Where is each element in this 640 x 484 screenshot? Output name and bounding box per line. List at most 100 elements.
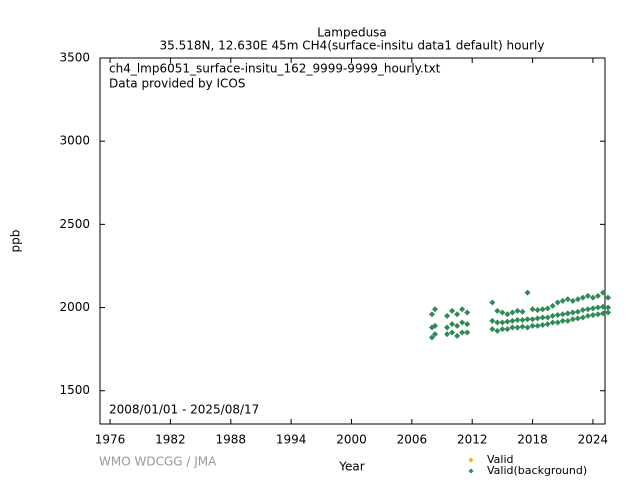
legend-label: Valid <box>487 453 514 466</box>
annotation: Data provided by ICOS <box>109 77 245 91</box>
data-point <box>489 299 496 306</box>
data-point <box>509 309 516 316</box>
data-point <box>574 315 581 322</box>
data-point <box>574 296 581 303</box>
data-point <box>454 311 461 318</box>
data-point <box>509 324 516 331</box>
data-point <box>499 319 506 326</box>
y-tick-label: 3500 <box>59 51 90 65</box>
legend-marker <box>468 457 474 463</box>
y-tick-label: 3000 <box>59 134 90 148</box>
data-point <box>504 326 511 333</box>
data-point <box>599 303 606 310</box>
data-point <box>529 306 536 313</box>
x-tick-label: 2018 <box>517 433 548 447</box>
y-tick-label: 2000 <box>59 300 90 314</box>
data-point <box>549 319 556 326</box>
data-point <box>559 311 566 318</box>
data-point <box>444 312 451 319</box>
data-point <box>529 316 536 323</box>
data-point <box>459 319 466 326</box>
data-point <box>564 296 571 303</box>
data-point <box>579 294 586 301</box>
data-point <box>589 305 596 312</box>
data-point <box>584 292 591 299</box>
x-tick-label: 2012 <box>457 433 488 447</box>
data-point <box>464 329 471 336</box>
data-point <box>534 322 541 329</box>
data-point <box>589 294 596 301</box>
data-point <box>549 302 556 309</box>
data-point <box>589 312 596 319</box>
plot-frame <box>99 57 606 425</box>
credit: WMO WDCGG / JMA <box>99 455 217 469</box>
data-point <box>554 312 561 319</box>
data-point <box>514 307 521 314</box>
data-point <box>428 311 435 318</box>
data-point <box>594 311 601 318</box>
data-point <box>489 317 496 324</box>
data-point <box>569 316 576 323</box>
data-point <box>454 332 461 339</box>
data-point <box>605 294 612 301</box>
data-point <box>554 319 561 326</box>
data-point <box>534 315 541 322</box>
data-point <box>544 305 551 312</box>
x-tick-label: 2000 <box>336 433 367 447</box>
data-point <box>594 304 601 311</box>
data-point <box>509 317 516 324</box>
data-point <box>534 307 541 314</box>
y-tick-label: 2500 <box>59 217 90 231</box>
annotation: 2008/01/01 - 2025/08/17 <box>109 403 259 417</box>
y-tick-label: 1500 <box>59 383 90 397</box>
data-point <box>514 324 521 331</box>
data-point <box>519 323 526 330</box>
data-point <box>584 312 591 319</box>
data-point <box>584 306 591 313</box>
data-point <box>489 326 496 333</box>
data-point <box>499 309 506 316</box>
data-point <box>499 326 506 333</box>
data-point <box>444 331 451 338</box>
data-point <box>519 308 526 315</box>
chart-title: Lampedusa <box>317 26 387 40</box>
data-point <box>599 289 606 296</box>
x-axis-label: Year <box>338 460 364 474</box>
data-point <box>539 322 546 329</box>
data-point <box>524 324 531 331</box>
x-tick-label: 1994 <box>276 433 307 447</box>
data-point <box>539 314 546 321</box>
data-point <box>431 331 438 338</box>
data-point <box>559 297 566 304</box>
data-point <box>519 317 526 324</box>
data-point <box>529 322 536 329</box>
data-point <box>504 318 511 325</box>
data-point <box>449 307 456 314</box>
annotation: ch4_lmp6051_surface-insitu_162_9999-9999… <box>109 62 441 76</box>
legend-label: Valid(background) <box>487 464 587 477</box>
data-point <box>494 319 501 326</box>
x-tick-label: 1976 <box>95 433 126 447</box>
data-point <box>524 316 531 323</box>
data-point <box>459 329 466 336</box>
data-point <box>539 306 546 313</box>
chart-subtitle: 35.518N, 12.630E 45m CH4(surface-insitu … <box>160 39 545 53</box>
data-point <box>559 317 566 324</box>
data-point <box>449 329 456 336</box>
data-point <box>459 306 466 313</box>
data-point <box>569 309 576 316</box>
data-point <box>605 304 612 311</box>
data-point <box>594 292 601 299</box>
data-point <box>431 306 438 313</box>
data-point <box>504 311 511 318</box>
data-point <box>454 322 461 329</box>
data-point <box>564 310 571 317</box>
data-point <box>464 321 471 328</box>
legend-marker <box>468 468 474 474</box>
y-axis-label: ppb <box>9 230 23 253</box>
data-point <box>544 314 551 321</box>
data-point <box>605 309 612 316</box>
data-point <box>549 312 556 319</box>
